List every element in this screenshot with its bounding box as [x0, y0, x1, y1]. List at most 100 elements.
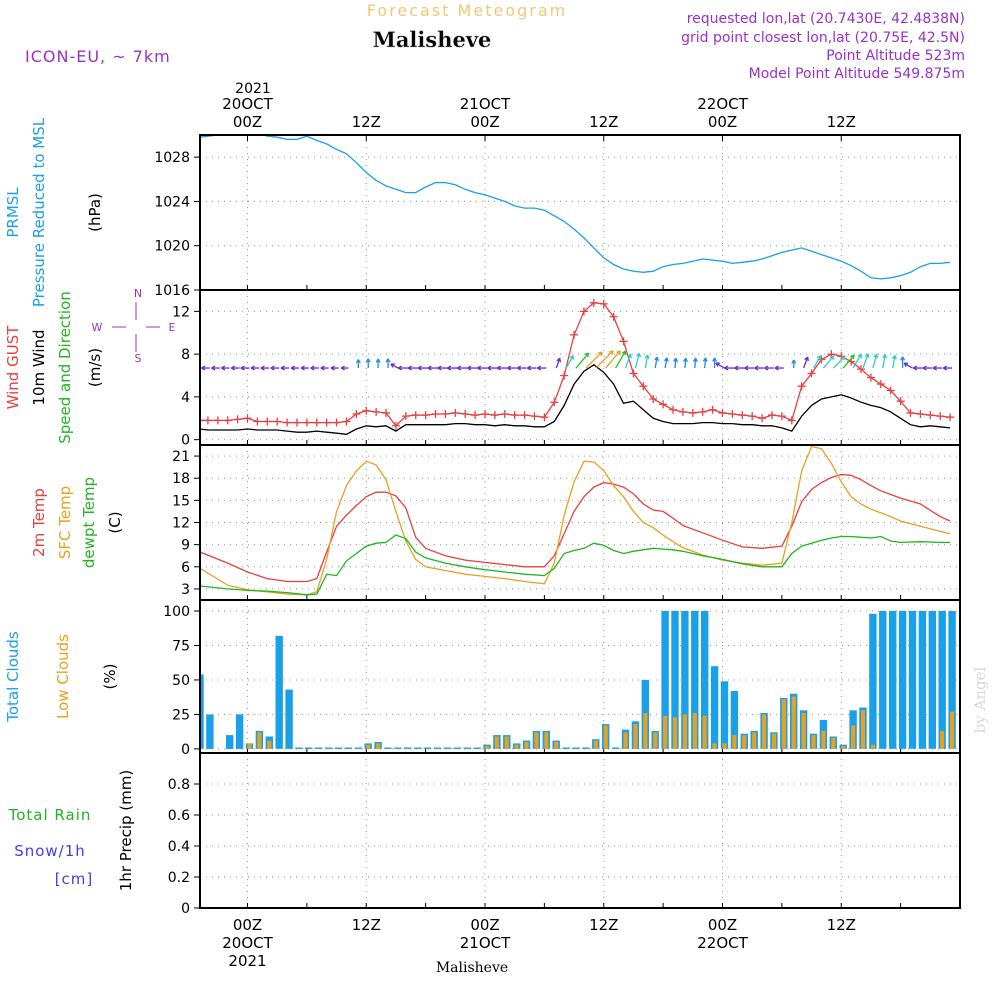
- gust-marker: [688, 408, 697, 417]
- series-label: Total Rain: [8, 806, 92, 824]
- gust-marker: [540, 413, 549, 422]
- wind-vector-head: [506, 365, 512, 371]
- gust-marker: [441, 410, 450, 418]
- wind-vector-head: [864, 353, 870, 358]
- gust-marker: [481, 410, 489, 418]
- cloud-bar: [562, 747, 570, 749]
- plot-area: [200, 298, 955, 435]
- unit-label: (m/s): [86, 348, 104, 387]
- unit-label: 1hr Precip (mm): [117, 770, 135, 891]
- gust-marker: [579, 307, 588, 316]
- cloud-bar: [315, 747, 323, 749]
- wind-vector-head: [290, 365, 295, 371]
- gust-marker: [906, 408, 915, 417]
- gust-marker: [461, 410, 470, 418]
- gust-marker: [669, 405, 678, 414]
- wind-vector: [872, 354, 878, 369]
- wind-vector-head: [621, 350, 627, 356]
- wind-vector: [852, 353, 862, 369]
- panel-frame: [199, 599, 961, 754]
- cloud-bar: [710, 666, 719, 749]
- series-label: Speed and Direction: [56, 291, 74, 444]
- gust-marker: [263, 417, 272, 426]
- cloud-bar: [811, 735, 816, 749]
- cloud-bar: [633, 724, 638, 749]
- compass-rose: W E N S: [92, 287, 176, 365]
- gust-marker: [283, 418, 292, 427]
- point-altitude: Point Altitude 523m: [826, 48, 965, 64]
- gust-marker: [748, 412, 757, 421]
- wind-vector-head: [903, 362, 909, 367]
- top-time-label: 12Z: [827, 113, 856, 131]
- wind-vector-head: [702, 357, 708, 362]
- cloud-bar: [443, 747, 452, 749]
- cloud-bar: [484, 746, 489, 749]
- unit-label: (%): [101, 664, 119, 690]
- series-label: Snow/1h: [14, 842, 86, 860]
- wind-vector-head: [734, 365, 739, 371]
- gust-marker: [946, 413, 955, 422]
- gust-marker: [767, 411, 776, 420]
- gust-marker: [589, 298, 598, 307]
- gust-marker: [916, 410, 925, 418]
- compass-e: E: [169, 321, 176, 334]
- wind-vector: [555, 358, 561, 369]
- bottom-time-label: 00Z: [233, 916, 262, 934]
- gust-marker: [807, 369, 816, 378]
- gust-marker: [332, 418, 341, 427]
- series-label: dewpt Temp: [80, 477, 98, 568]
- wind-vector-head: [437, 365, 442, 371]
- cloud-bar: [702, 715, 707, 749]
- wind-vector-head: [816, 355, 822, 360]
- wind-vector-head: [616, 350, 621, 355]
- cloud-bar: [681, 611, 689, 749]
- gust-marker: [342, 417, 351, 426]
- wind-vector: [812, 355, 822, 369]
- wind-vector-head: [365, 358, 371, 363]
- cloud-bar: [712, 743, 717, 749]
- wind-vector: [585, 351, 603, 369]
- wind-vector-head: [527, 365, 532, 371]
- watermark: by Angel: [971, 666, 989, 733]
- series-line: [200, 534, 951, 596]
- cloud-bar: [414, 747, 422, 749]
- cloud-bar: [623, 732, 628, 749]
- y-tick-label: 12: [172, 304, 190, 320]
- wind-vector-head: [260, 365, 265, 371]
- gust-marker: [372, 407, 381, 416]
- y-tick-label: 1016: [154, 283, 190, 299]
- gust-marker: [421, 411, 430, 420]
- gust-marker: [362, 406, 371, 415]
- grid-point-coords: grid point closest lon,lat (20.75E, 42.5…: [681, 30, 965, 46]
- cloud-bar: [692, 713, 697, 749]
- y-tick-label: 0.2: [168, 870, 190, 886]
- wind-vector-head: [663, 357, 669, 362]
- wind-vector-head: [942, 365, 948, 371]
- wind-vector-head: [340, 365, 345, 371]
- wind-vector-head: [804, 356, 809, 362]
- gust-marker: [659, 400, 668, 409]
- cloud-bar: [504, 736, 509, 749]
- wind-vector-head: [608, 350, 614, 355]
- cloud-bar: [354, 747, 362, 749]
- wind-vector: [605, 350, 621, 369]
- wind-vector-head: [636, 352, 641, 358]
- y-tick-label: 100: [163, 604, 190, 620]
- cloud-bar: [544, 732, 549, 749]
- y-tick-label: 4: [181, 390, 190, 406]
- top-time-label: 00Z: [470, 113, 499, 131]
- gust-marker: [382, 408, 391, 417]
- gust-marker: [471, 411, 480, 420]
- cloud-bar: [206, 714, 214, 749]
- gust-marker: [500, 410, 509, 418]
- cloud-bar: [732, 735, 737, 749]
- clouds-panel: 0 25 50 75 100 Total Clouds Low Clouds (%): [4, 599, 961, 758]
- gust-marker: [431, 410, 440, 418]
- wind-vector-head: [211, 365, 216, 371]
- gust-marker: [698, 407, 707, 416]
- wind-vector-head: [201, 365, 206, 371]
- gust-marker: [451, 408, 460, 417]
- cloud-bar: [247, 743, 252, 749]
- wind-vector-head: [712, 357, 718, 362]
- y-tick-label: 0: [181, 433, 190, 449]
